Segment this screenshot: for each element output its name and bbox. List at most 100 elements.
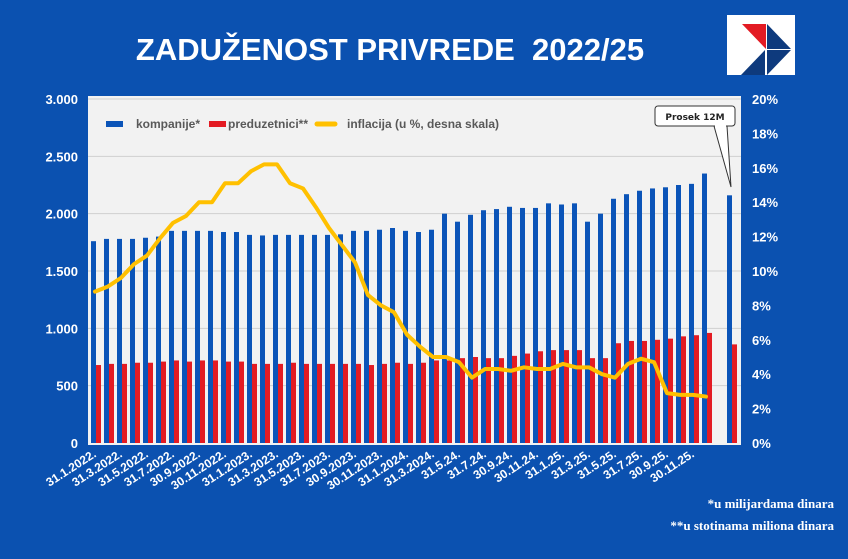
bar-preduzetnici [564,350,569,443]
bar-kompanije [559,204,564,443]
bar-kompanije [598,213,603,443]
bar-preduzetnici [512,355,517,443]
bar-preduzetnici [226,361,231,443]
y-right-tick-label: 0% [752,436,771,451]
bar-preduzetnici [525,353,530,443]
bar-preduzetnici [317,363,322,443]
y-right-tick-label: 4% [752,367,771,382]
y-right-tick-label: 20% [752,92,778,107]
bar-preduzetnici [161,361,166,443]
bar-preduzetnici [616,343,621,443]
legend-swatch-1 [209,121,226,127]
bar-preduzetnici [460,358,465,443]
bar-kompanije [663,187,668,443]
legend-label: inflacija (u %, desna skala) [347,117,499,131]
bar-kompanije [169,230,174,443]
bar-preduzetnici [200,360,205,443]
bar-kompanije [702,173,707,444]
bar-preduzetnici [447,360,452,443]
y-right-tick-label: 6% [752,333,771,348]
legend-label: preduzetnici** [228,117,308,131]
bar-preduzetnici [590,358,595,443]
bar-kompanije [533,207,538,443]
logo-arrow-icon [741,24,791,75]
bar-kompanije [117,238,122,443]
y-right-tick-label: 14% [752,195,778,210]
bar-kompanije [689,183,694,443]
bar-preduzetnici [577,350,582,443]
bar-kompanije [156,236,161,443]
bar-preduzetnici [642,340,647,443]
bar-kompanije [429,229,434,443]
bar-preduzetnici [499,358,504,443]
y-right-tick-label: 10% [752,264,778,279]
bar-preduzetnici [694,335,699,443]
bar-preduzetnici [603,358,608,443]
bar-kompanije [338,234,343,443]
bar-preduzetnici [122,363,127,443]
bar-kompanije [247,234,252,443]
bar-kompanije [494,209,499,443]
bar-kompanije [299,234,304,443]
bar-kompanije [130,238,135,443]
bar-preduzetnici [148,362,153,443]
bar-kompanije [637,190,642,443]
callout-join [715,124,726,127]
bar-kompanije [416,232,421,443]
bar-preduzetnici [278,363,283,443]
bar-kompanije [455,221,460,443]
legend-label: kompanije* [136,117,200,131]
bar-kompanije [143,237,148,443]
bar-kompanije [104,238,109,443]
bar-preduzetnici [187,361,192,443]
bar-preduzetnici [434,360,439,443]
bar-preduzetnici [252,363,257,443]
y-left-tick-label: 1.500 [45,264,78,279]
bar-kompanije [442,213,447,443]
bar-preduzetnici [486,358,491,443]
y-right-tick-label: 16% [752,161,778,176]
callout-box [654,105,736,127]
bar-kompanije [468,214,473,443]
bar-kompanije [624,194,629,443]
bar-kompanije [286,234,291,443]
bar-preduzetnici [330,363,335,443]
bar-kompanije [390,228,395,443]
y-left-tick-label: 500 [56,379,78,394]
bar-preduzetnici [369,365,374,443]
bar-kompanije [572,203,577,443]
bar-preduzetnici [395,362,400,443]
bar-kompanije [234,232,239,443]
bar-preduzetnici [408,363,413,443]
bar-preduzetnici [343,363,348,443]
y-right-tick-label: 18% [752,126,778,141]
bar-kompanije [481,210,486,443]
bar-preduzetnici [304,363,309,443]
bar-kompanije-average [727,195,732,443]
y-left-tick-label: 3.000 [45,92,78,107]
bar-preduzetnici [629,340,634,443]
bar-kompanije [377,229,382,443]
footnote-preduzetnici: **u stotinama miliona dinara [670,518,834,533]
bar-kompanije [364,230,369,443]
legend-swatch-0 [106,121,123,127]
bar-preduzetnici [109,363,114,443]
bar-preduzetnici [265,363,270,443]
bar-kompanije [208,230,213,443]
logo [727,15,795,75]
bar-kompanije [403,230,408,443]
bar-kompanije [182,230,187,443]
bar-preduzetnici [707,332,712,443]
bar-kompanije [195,230,200,443]
y-left-tick-label: 2.500 [45,149,78,164]
y-left-tick-label: 2.000 [45,207,78,222]
bar-kompanije [351,230,356,443]
bar-preduzetnici-average [732,344,737,443]
bar-preduzetnici [135,362,140,443]
bar-kompanije [676,185,681,443]
bar-preduzetnici [96,365,101,443]
bar-preduzetnici [356,363,361,443]
bar-kompanije [650,188,655,443]
y-right-tick-label: 12% [752,230,778,245]
